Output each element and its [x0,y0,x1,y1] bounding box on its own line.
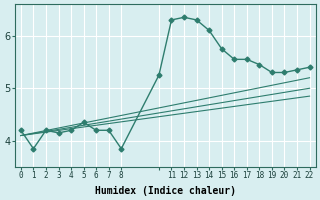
X-axis label: Humidex (Indice chaleur): Humidex (Indice chaleur) [95,186,236,196]
